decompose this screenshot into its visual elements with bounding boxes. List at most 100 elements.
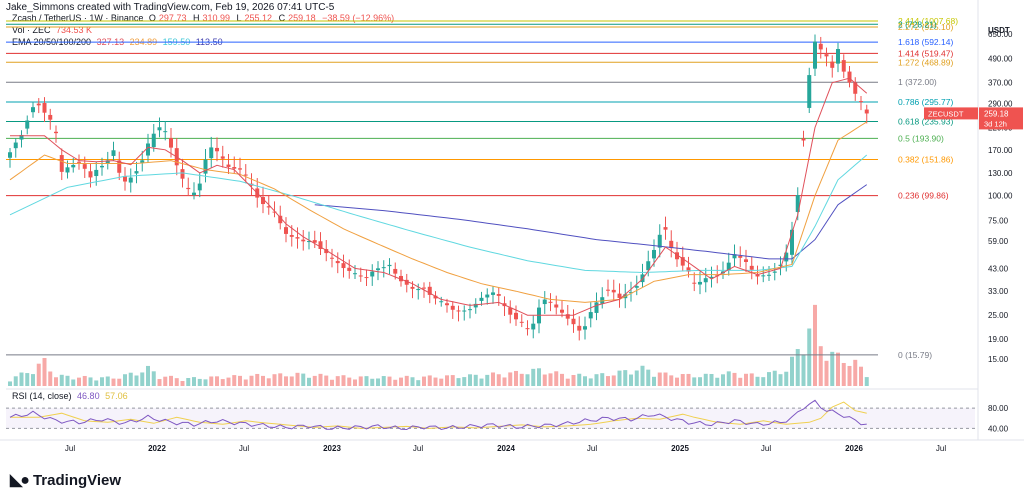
x-tick-label: Jul — [761, 444, 771, 453]
candle-body — [186, 187, 191, 190]
open-value: 297.73 — [158, 13, 187, 23]
volume-bar — [859, 366, 863, 386]
y-tick-label: 370.00 — [988, 79, 1013, 88]
volume-bar — [795, 349, 800, 386]
candle-body — [611, 289, 616, 293]
volume-bar — [600, 373, 605, 386]
candle-body — [416, 289, 421, 291]
fib-level-label: 1.618 (592.14) — [898, 37, 953, 47]
current-price-countdown: 3d 12h — [984, 119, 1007, 128]
volume-bar — [169, 375, 173, 386]
candle-body — [232, 167, 237, 169]
candle-body — [261, 197, 265, 205]
candle-body — [82, 164, 87, 169]
volume-bar — [197, 378, 202, 386]
candle-body — [111, 150, 116, 156]
volume-bar — [703, 373, 708, 386]
candle-body — [301, 239, 306, 242]
volume-bar — [261, 375, 265, 386]
fib-level-label: 0.786 (295.77) — [898, 97, 953, 107]
candle-body — [427, 286, 432, 295]
volume-bar — [634, 370, 639, 386]
volume-bar — [715, 377, 720, 386]
rsi-value: 46.80 — [77, 391, 100, 401]
candle-body — [192, 192, 196, 195]
candle-body — [140, 160, 145, 163]
volume-bar — [192, 377, 196, 386]
candle-body — [71, 164, 76, 168]
volume-bar — [8, 381, 12, 386]
volume-bar — [232, 375, 237, 386]
candle-body — [732, 254, 737, 259]
close-value: 259.18 — [288, 13, 316, 23]
volume-bar — [853, 359, 858, 386]
volume-bar — [77, 377, 81, 386]
candle-body — [65, 167, 70, 173]
volume-bar — [784, 371, 789, 386]
candle-body — [278, 215, 283, 224]
volume-bar — [243, 379, 248, 386]
candle-body — [450, 305, 455, 310]
tradingview-logo-text: TradingView — [32, 471, 122, 489]
volume-bar — [629, 374, 633, 386]
volume-bar — [749, 373, 754, 386]
candle-body — [738, 255, 743, 258]
volume-bar — [36, 363, 41, 386]
volume-bar — [209, 376, 214, 386]
volume-bar — [456, 378, 461, 386]
volume-bar — [54, 377, 58, 386]
candle-body — [128, 177, 133, 183]
volume-bar — [686, 373, 691, 386]
volume-bar — [123, 374, 127, 386]
candle-body — [617, 293, 622, 298]
candle-body — [456, 310, 461, 312]
volume-bar — [238, 375, 242, 386]
volume-bar — [531, 368, 536, 386]
y-tick-label: 75.00 — [988, 216, 1009, 225]
volume-bar — [65, 375, 70, 386]
candle-body — [606, 289, 610, 291]
y-tick-label: 59.00 — [988, 237, 1009, 246]
volume-bar — [772, 370, 777, 386]
volume-bar — [445, 375, 449, 386]
volume-bar — [335, 376, 340, 386]
volume-bar — [744, 373, 748, 386]
rsi-line — [9, 399, 867, 431]
candle-body — [169, 138, 173, 148]
volume-bar — [364, 376, 369, 386]
volume-bar — [548, 373, 553, 386]
x-tick-label: Jul — [239, 444, 249, 453]
volume-bar — [864, 377, 869, 386]
volume-bar — [140, 372, 145, 386]
x-tick-label: Jul — [936, 444, 946, 453]
volume-bar — [13, 376, 18, 386]
candle-body — [48, 114, 53, 120]
candle-body — [318, 241, 323, 249]
volume-bar — [157, 379, 162, 386]
volume-bar — [790, 356, 794, 386]
candle-body — [347, 267, 352, 271]
candle-body — [709, 276, 714, 279]
fib-level-label: 1.414 (519.47) — [898, 48, 953, 58]
symbol-legend: Zcash / TetherUS · 1W · Binance O 297.73 … — [12, 13, 397, 23]
candle-body — [859, 101, 863, 103]
candle-body — [180, 169, 185, 179]
volume-bar — [163, 376, 168, 386]
fib-level-label: 0.382 (151.86) — [898, 155, 953, 165]
volume-bar — [462, 377, 467, 386]
candle-body — [151, 133, 156, 148]
volume-bar — [318, 373, 323, 386]
volume-bar — [818, 346, 823, 386]
volume-bar — [542, 374, 547, 386]
change-value: −38.59 (−12.96%) — [322, 13, 395, 23]
candle-body — [25, 120, 30, 129]
volume-bar — [117, 378, 122, 386]
volume-bar — [554, 371, 559, 386]
volume-bar — [583, 376, 587, 386]
volume-bar — [353, 379, 357, 386]
candle-body — [663, 227, 668, 230]
ema100-line — [9, 154, 868, 274]
high-value: 310.99 — [202, 13, 230, 23]
volume-bar — [330, 379, 334, 386]
